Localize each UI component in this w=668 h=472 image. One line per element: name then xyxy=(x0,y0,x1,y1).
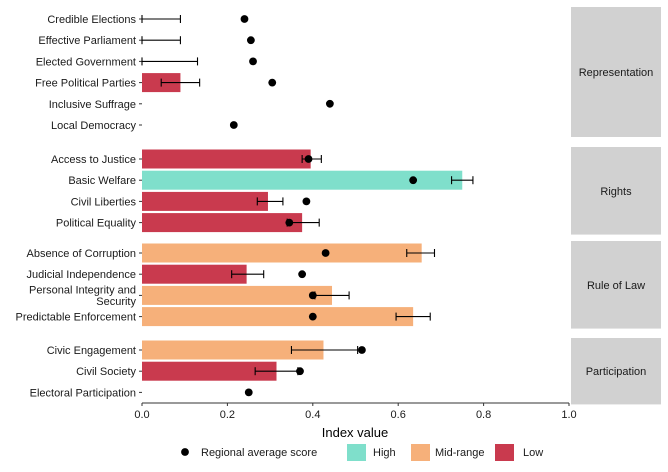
y-tick-label: Inclusive Suffrage xyxy=(49,99,136,111)
panel-rule-of-law: Rule of Law Absence of Corruption Judicial… xyxy=(16,241,661,329)
regional-average-point xyxy=(308,312,317,321)
regional-average-point xyxy=(409,176,418,185)
x-tick-label: 0.6 xyxy=(391,409,406,421)
facet-strip xyxy=(571,147,661,235)
regional-average-point xyxy=(246,36,255,45)
bar xyxy=(142,285,333,305)
facet-strip-label: Rule of Law xyxy=(587,280,645,292)
row: Judicial Independence xyxy=(27,264,307,284)
x-axis: 0.0 0.2 0.4 0.6 0.8 1.0 xyxy=(134,402,577,421)
y-tick-label: Local Democracy xyxy=(51,120,136,132)
regional-average-point xyxy=(358,346,366,354)
row: Absence of Corruption xyxy=(27,243,436,263)
row: Civil Liberties xyxy=(71,191,311,211)
regional-average-point xyxy=(268,78,277,87)
facet-strip xyxy=(571,7,661,137)
legend-key-point xyxy=(181,448,189,456)
y-tick-label: Absence of Corruption xyxy=(27,248,136,260)
regional-average-point xyxy=(296,367,304,376)
row: Electoral Participation xyxy=(30,387,253,399)
facet-strip xyxy=(571,241,661,329)
y-tick-label: Political Equality xyxy=(56,218,137,230)
panel-rights: Rights Access to Justice Basic Welfare Civi… xyxy=(51,147,661,235)
legend-item-regional-average-score: Regional average score xyxy=(181,447,317,459)
y-tick-label: Access to Justice xyxy=(51,154,136,166)
panel-participation: Participation Civic Engagement Civil Socie… xyxy=(30,338,661,405)
row: Elected Government xyxy=(36,56,257,68)
legend-label: High xyxy=(373,447,396,459)
row: Predictable Enforcement xyxy=(16,307,431,327)
regional-average-point xyxy=(240,15,249,23)
row: Local Democracy xyxy=(51,120,238,132)
legend-item-high: High xyxy=(347,444,396,461)
y-tick-label: Civil Liberties xyxy=(71,196,137,208)
regional-average-point xyxy=(285,218,294,227)
row: Credible Elections xyxy=(47,14,249,26)
legend-key-swatch xyxy=(495,444,514,461)
row: Basic Welfare xyxy=(68,170,474,190)
bar xyxy=(142,361,277,381)
row: Inclusive Suffrage xyxy=(49,99,334,111)
bar xyxy=(142,149,311,169)
bar xyxy=(142,264,247,284)
y-tick-label: Electoral Participation xyxy=(30,387,136,399)
facet-strip-label: Representation xyxy=(579,67,654,79)
y-tick-label: Judicial Independence xyxy=(27,269,136,281)
panel-representation: Representation Credible Elections Effectiv… xyxy=(35,7,661,137)
y-tick-label: Basic Welfare xyxy=(68,175,136,187)
x-axis-title: Index value xyxy=(322,425,389,440)
regional-average-point xyxy=(298,270,307,279)
legend-label: Low xyxy=(523,447,543,459)
bar xyxy=(142,191,268,211)
regional-average-point xyxy=(325,99,334,108)
regional-average-point xyxy=(304,155,313,163)
bar xyxy=(142,213,303,233)
legend-key-swatch xyxy=(411,444,430,461)
regional-average-point xyxy=(308,291,317,300)
legend-label: Regional average score xyxy=(201,447,317,459)
facet-strip xyxy=(571,338,661,405)
row: Civil Society xyxy=(76,361,304,381)
y-tick-label: Credible Elections xyxy=(47,14,136,26)
y-tick-label: Civic Engagement xyxy=(47,345,136,357)
regional-average-point xyxy=(249,57,257,66)
x-tick-label: 1.0 xyxy=(561,409,576,421)
y-tick-label: Civil Society xyxy=(76,366,136,378)
bar xyxy=(142,307,414,327)
row: Free Political Parties xyxy=(35,73,277,93)
row: Effective Parliament xyxy=(38,35,255,47)
y-tick-label: Personal Integrity and xyxy=(29,285,136,297)
bar xyxy=(142,340,324,360)
x-tick-label: 0.8 xyxy=(476,409,491,421)
facet-strip-label: Rights xyxy=(600,186,632,198)
legend-key-swatch xyxy=(347,444,366,461)
y-tick-label: Effective Parliament xyxy=(38,35,136,47)
x-tick-label: 0.2 xyxy=(220,409,235,421)
facet-strip-label: Participation xyxy=(586,366,647,378)
legend: Regional average score High Mid-range Low xyxy=(181,444,543,461)
regional-average-point xyxy=(321,249,330,257)
legend-item-low: Low xyxy=(495,444,543,461)
y-tick-label: Predictable Enforcement xyxy=(16,312,136,324)
legend-item-mid-range: Mid-range xyxy=(411,444,485,461)
y-tick-label: Elected Government xyxy=(36,56,136,68)
y-tick-label: Security xyxy=(96,296,136,308)
regional-average-point xyxy=(244,388,253,397)
bar xyxy=(142,170,463,190)
regional-average-point xyxy=(229,121,238,129)
row: Political Equality xyxy=(56,213,320,233)
row: Civic Engagement xyxy=(47,340,366,360)
y-tick-label: Free Political Parties xyxy=(35,78,136,90)
regional-average-point xyxy=(302,197,311,206)
panels: Representation Credible Elections Effectiv… xyxy=(16,7,661,405)
x-tick-label: 0.0 xyxy=(134,409,149,421)
bar xyxy=(142,243,422,263)
x-tick-label: 0.4 xyxy=(305,409,320,421)
row: Access to Justice xyxy=(51,149,322,169)
legend-label: Mid-range xyxy=(435,447,485,459)
